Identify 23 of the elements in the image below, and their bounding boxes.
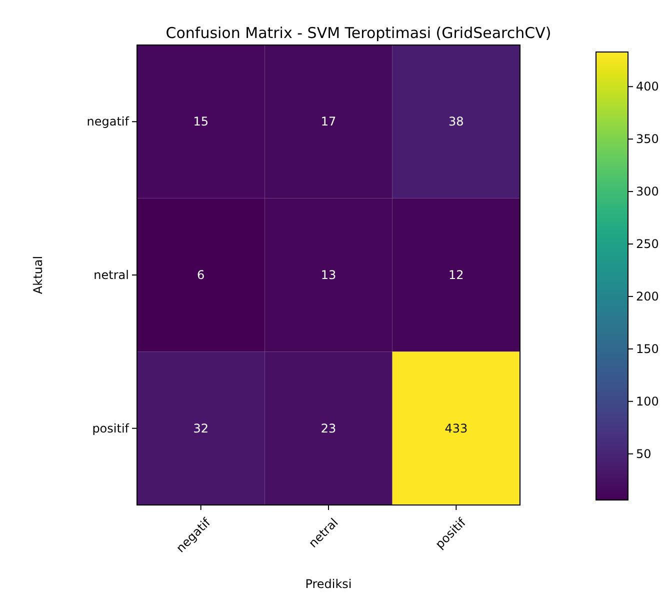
data-label: 23 [320,421,336,436]
chart-title: Confusion Matrix - SVM Teroptimasi (GridSearchCV) [166,24,552,42]
color-bar-label: 400 [636,80,659,94]
color-bar-label: 350 [636,132,659,146]
y-axis-title: Aktual [31,256,45,294]
color-bar-label: 250 [636,237,659,251]
data-label: 6 [197,268,205,282]
y-tick-label: negatif [86,114,130,129]
x-axis-title: Prediksi [305,577,352,591]
color-bar-label: 150 [636,342,659,356]
color-bar-label: 100 [636,394,659,408]
color-bar-label: 300 [636,184,659,199]
y-tick-label: netral [94,268,129,282]
data-label: 32 [193,421,208,436]
data-label: 15 [193,114,208,129]
color-bar-label: 200 [636,289,659,304]
y-tick-label: positif [92,421,130,436]
data-label: 17 [320,114,336,129]
data-label: 13 [320,268,336,282]
data-label: 433 [444,421,468,436]
data-label: 38 [448,114,464,129]
color-bar-label: 50 [636,446,652,461]
data-label: 12 [448,268,464,282]
